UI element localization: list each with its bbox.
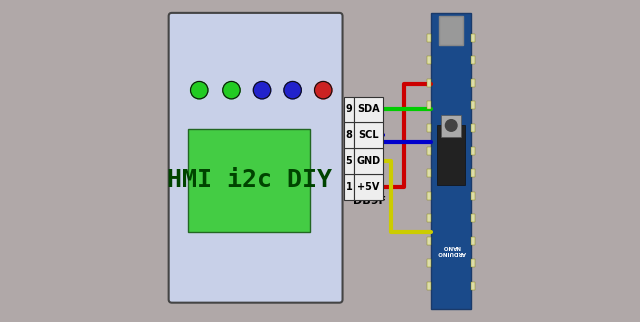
Text: +5V: +5V (357, 182, 380, 192)
Bar (471, 124, 476, 132)
Bar (437, 126, 465, 185)
Text: 1: 1 (346, 182, 353, 192)
Text: 8: 8 (346, 130, 353, 140)
Bar (188, 129, 310, 232)
Bar (428, 192, 431, 200)
Text: HMI i2c DIY: HMI i2c DIY (166, 168, 332, 192)
Circle shape (191, 81, 208, 99)
Bar (471, 237, 476, 245)
Text: SDA: SDA (357, 104, 380, 115)
Bar (471, 56, 476, 64)
Bar (471, 214, 476, 222)
Bar (344, 97, 354, 122)
Circle shape (284, 81, 301, 99)
Bar (428, 214, 431, 222)
Bar (471, 34, 476, 42)
Bar (471, 282, 476, 290)
Bar (428, 169, 431, 177)
Text: GND: GND (356, 156, 380, 166)
Bar (428, 237, 431, 245)
Bar (428, 56, 431, 64)
Bar (354, 97, 383, 122)
Bar (428, 147, 431, 155)
Bar (344, 174, 354, 200)
Bar (471, 259, 476, 267)
Bar (428, 124, 431, 132)
Bar (431, 13, 471, 309)
Bar (428, 282, 431, 290)
Bar (344, 122, 354, 148)
Bar (471, 169, 476, 177)
Bar (428, 79, 431, 87)
FancyBboxPatch shape (169, 13, 342, 303)
Bar (428, 34, 431, 42)
Text: SCL: SCL (358, 130, 379, 140)
Text: 5: 5 (346, 156, 353, 166)
Text: 9: 9 (346, 104, 353, 115)
Bar (471, 79, 476, 87)
Circle shape (314, 81, 332, 99)
Bar (344, 148, 354, 174)
Bar (354, 122, 383, 148)
Circle shape (445, 120, 457, 131)
Bar (354, 174, 383, 200)
Bar (441, 115, 461, 137)
Bar (471, 192, 476, 200)
Bar (428, 101, 431, 109)
Text: ARDUINO
NANO: ARDUINO NANO (437, 244, 465, 255)
Bar (428, 259, 431, 267)
Bar (354, 148, 383, 174)
Text: DB9F: DB9F (353, 196, 387, 206)
Bar (471, 101, 476, 109)
Bar (439, 16, 463, 45)
Bar (471, 147, 476, 155)
Circle shape (223, 81, 240, 99)
Circle shape (253, 81, 271, 99)
